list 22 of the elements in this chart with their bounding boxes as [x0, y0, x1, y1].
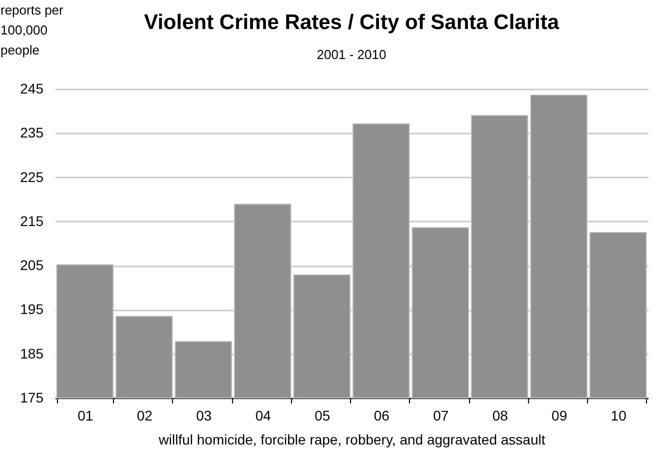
chart-subtitle: 2001 - 2010 — [316, 47, 386, 62]
x-tick-label: 01 — [78, 408, 94, 424]
y-tick-label: 205 — [20, 257, 44, 274]
x-tick-label: 07 — [433, 408, 449, 424]
y-axis-title: reports per 100,000 people — [0, 2, 64, 58]
chart-title: Violent Crime Rates / City of Santa Clarita — [144, 11, 560, 34]
x-tick-label: 04 — [255, 408, 272, 424]
y-tick-label: 245 — [20, 80, 44, 96]
y-tick-label: 215 — [20, 212, 44, 229]
x-tick-label: 03 — [196, 408, 212, 424]
x-axis-title: willful homicide, forcible rape, robbery, and aggravated assault — [158, 432, 546, 448]
x-tick-label: 09 — [552, 408, 568, 424]
x-tick-label: 10 — [610, 408, 627, 424]
y-tick-label: 235 — [20, 124, 44, 141]
y-tick-label: 225 — [20, 168, 44, 185]
x-tick-label: 05 — [314, 408, 330, 424]
y-tick-label: 175 — [20, 390, 44, 406]
x-tick-label: 06 — [374, 408, 390, 424]
x-tick-label: 02 — [136, 408, 153, 424]
x-tick-label: 08 — [492, 408, 508, 424]
y-tick-label: 195 — [20, 301, 44, 318]
y-tick-label: 185 — [20, 345, 44, 362]
